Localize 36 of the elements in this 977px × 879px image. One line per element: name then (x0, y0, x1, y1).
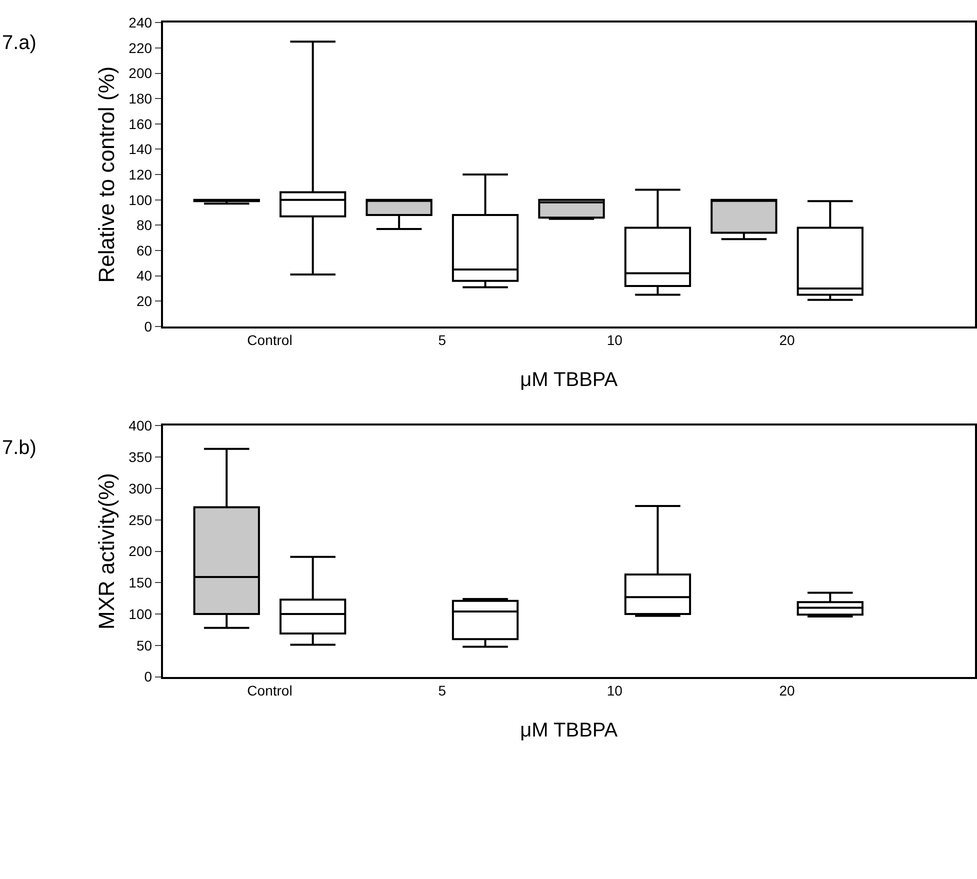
text: 7.a) (2, 32, 36, 54)
y-tick-label: 240 (128, 14, 152, 31)
y-tick-label: 300 (128, 480, 152, 496)
y-tick-label: 100 (128, 606, 152, 622)
x-axis-title: μM TBBPA (520, 720, 618, 742)
x-axis-title: μM TBBPA (520, 369, 618, 392)
x-tick-label: 10 (606, 682, 623, 699)
y-tick-label: 150 (128, 574, 152, 591)
y-tick-label: 50 (136, 637, 152, 654)
y-tick-label: 220 (128, 40, 152, 56)
y-tick-label: 400 (128, 418, 152, 434)
text: 7.b) (2, 437, 36, 459)
y-tick-label: 250 (128, 512, 152, 528)
y-axis-title: MXR activity(%) (94, 473, 119, 630)
y-tick-label: 180 (128, 90, 152, 107)
y-tick-label: 350 (128, 448, 152, 465)
y-tick-label: 80 (136, 217, 152, 234)
y-tick-label: 60 (136, 242, 152, 258)
y-tick-label: 200 (128, 543, 152, 560)
y-tick-label: 20 (136, 293, 152, 310)
y-tick-label: 160 (128, 116, 152, 132)
x-tick-label: 20 (779, 682, 796, 699)
y-tick-label: 40 (136, 268, 152, 284)
y-tick-label: 120 (128, 166, 152, 182)
x-tick-label: Control (247, 332, 292, 348)
x-tick-label: Control (247, 682, 292, 699)
y-tick-label: 140 (128, 141, 152, 158)
y-tick-label: 200 (128, 65, 152, 82)
y-axis-title: Relative to control (%) (94, 66, 119, 283)
x-tick-label: 5 (438, 682, 446, 699)
y-tick-label: 0 (144, 668, 152, 685)
x-tick-label: 10 (606, 332, 623, 348)
x-tick-label: 20 (779, 332, 796, 348)
x-tick-label: 5 (438, 332, 446, 348)
y-tick-label: 0 (144, 318, 152, 334)
y-tick-label: 100 (128, 192, 152, 208)
